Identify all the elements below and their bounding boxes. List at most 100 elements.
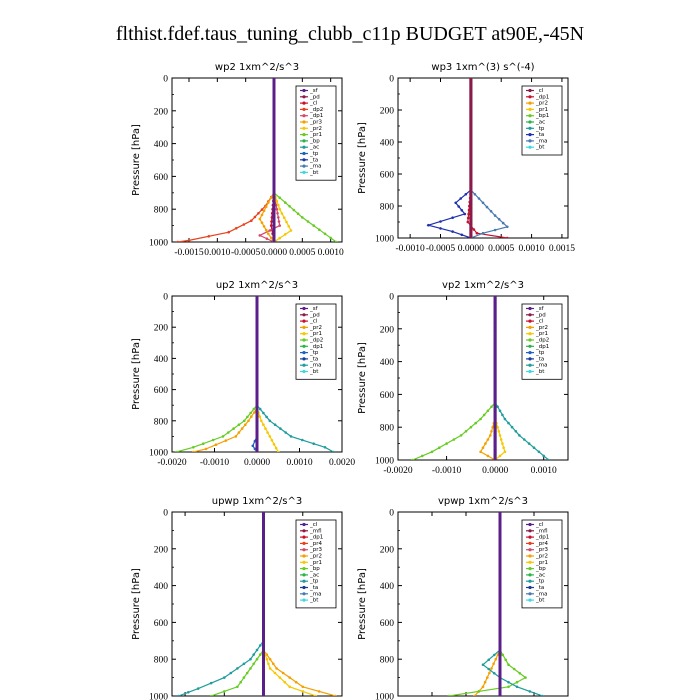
legend-marker [528,598,532,602]
y-tick-label: 1000 [149,449,168,459]
series-point [512,667,516,671]
legend-label: _mfl [309,528,322,534]
legend-label: _dp1 [309,535,323,541]
series-point [275,199,279,203]
series-point [284,201,287,204]
legend-label: _cl [309,522,318,528]
series-point [277,450,280,452]
x-tick-label: -0.0005 [231,248,261,258]
y-axis-label: Pressure [hPa] [357,342,368,414]
series-point [472,228,476,231]
series-point [277,203,280,207]
series-point [501,653,505,657]
series-point [502,446,505,450]
series-point [501,442,504,445]
series-point [493,672,496,675]
series-point [204,447,208,451]
y-tick-label: 800 [380,656,395,666]
legend-label: _pr1 [535,107,548,113]
series-point [447,694,451,696]
series-point [501,413,504,417]
legend: _sf_pd_cl_pr2_pr1_dp2_dp1_tp_ta_ma_bt [295,303,337,380]
y-tick-label: 0 [163,293,168,303]
series-point [289,435,293,438]
series-point [481,685,485,689]
series-point [237,423,241,427]
series-point [249,667,252,670]
series-point [245,671,249,675]
x-tick-label: 0.0020 [329,458,355,468]
series-point [481,231,485,235]
series-point [243,419,246,423]
panel-2: wp3 1xm^(3) s^(-4) Pressure [hPa] 0 200 400 6… [357,62,575,254]
series-point [272,662,275,666]
legend-marker [302,554,306,558]
series-point [490,430,493,433]
y-tick-label: 800 [154,206,169,216]
series-line-pr1 [256,296,279,452]
series-point [314,694,318,696]
panel-4: vp2 1xm^2/s^3 Pressure [hPa] 0 200 400 600 800… [357,280,569,476]
series-point [489,210,493,213]
series-point [187,239,191,242]
legend-label: _pr3 [309,547,323,553]
legend-label: _ac [309,145,319,151]
x-tick-label: 0.0010 [204,248,230,258]
legend-label: _pr2 [309,126,322,132]
legend: _cl_mfl_dp1_pr4_pr3_pr2_pr1_bp_ac_tp_ta_… [295,519,337,609]
legend-marker [528,139,532,143]
series-point [275,667,278,670]
legend-label: _tp [309,350,319,356]
series-point [253,215,257,219]
series-point [473,694,476,696]
series-point [503,417,507,421]
y-tick-label: 200 [380,325,395,335]
legend-marker [302,107,306,111]
series-point [497,218,501,221]
series-point [177,694,180,696]
legend-marker [528,319,532,323]
y-axis-label: Pressure [hPa] [131,338,142,410]
y-tick-label: 1000 [375,457,394,467]
series-point [296,212,300,215]
series-point [258,234,262,237]
legend-marker [302,579,306,583]
legend-label: _pd [309,312,320,318]
series-point [507,685,510,689]
series-point [259,644,262,647]
series-point [301,216,304,219]
x-tick-label: 0.0015 [549,244,575,254]
series-point [268,435,272,438]
legend-marker [528,548,532,552]
series-point [485,205,489,209]
series-point [541,694,544,696]
legend-label: _dp1 [535,535,549,541]
series-point [537,450,541,454]
legend-label: _ta [309,157,318,163]
series-point [223,690,226,693]
y-tick-label: 600 [154,619,169,629]
series-point [270,439,274,442]
series-point [269,224,273,227]
x-tick-label: 0.0000 [261,248,287,258]
legend-label: _tp [309,151,319,157]
series-point [523,438,526,441]
series-point [486,676,489,679]
series-point [223,676,226,679]
series-point [232,427,235,430]
series-point [278,207,282,211]
y-axis-label: Pressure [hPa] [131,124,142,196]
series-point [255,657,259,661]
y-tick-label: 600 [380,619,395,629]
legend-label: _ac [535,120,545,126]
y-axis-label: Pressure [hPa] [357,568,368,640]
series-point [192,450,195,452]
series-point [489,434,492,437]
series-point [270,220,273,223]
series-point [332,450,335,452]
x-tick-label: -0.0010 [432,466,462,476]
series-point [301,438,304,442]
panel-6: vpwp 1xm^2/s^3 Pressure [hPa] 0 200 400 600 80… [357,496,569,700]
x-tick-label: -0.0015 [174,248,204,258]
series-point [445,442,448,445]
